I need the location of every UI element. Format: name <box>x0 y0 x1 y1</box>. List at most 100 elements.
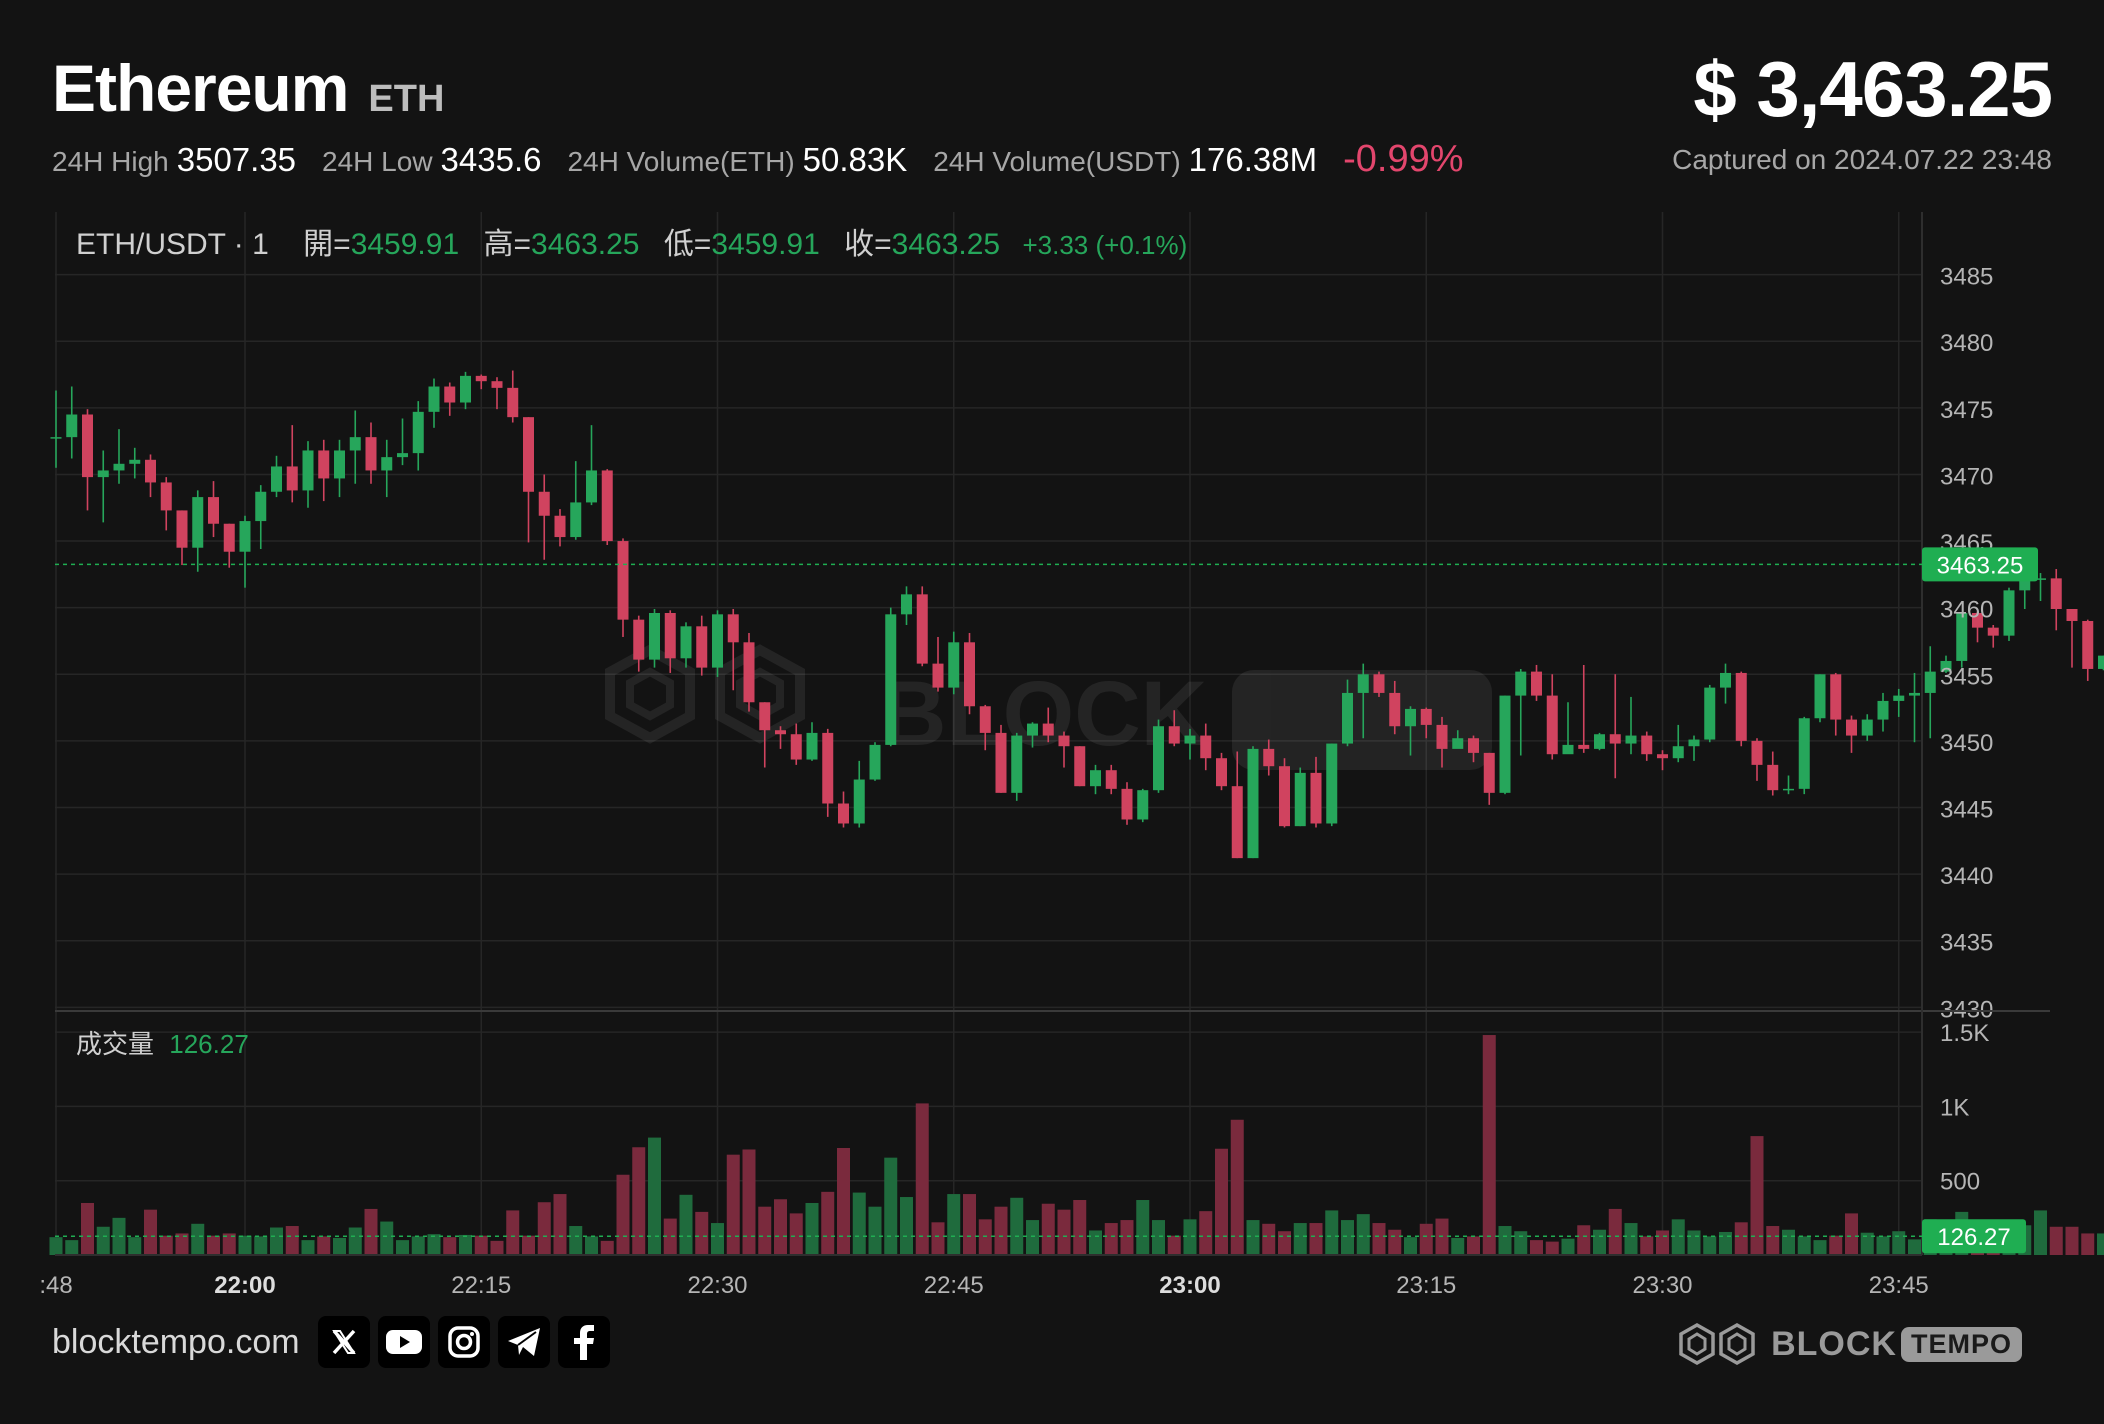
volume-bar <box>1530 1240 1543 1255</box>
volume-bar <box>1104 1223 1118 1255</box>
candle-body <box>1861 719 1873 736</box>
candle-body <box>2098 655 2104 669</box>
candle-body <box>1735 672 1747 741</box>
volume-bar <box>1215 1148 1228 1255</box>
candle-body <box>570 502 582 538</box>
volume-bar <box>1167 1235 1181 1255</box>
candle-body <box>145 459 156 483</box>
candle-body <box>192 497 204 548</box>
volume-bar <box>711 1223 724 1255</box>
stat-value: 176.38M <box>1188 141 1318 178</box>
youtube-icon[interactable] <box>377 1316 430 1368</box>
x-tick-label: 22:45 <box>924 1272 984 1299</box>
title-row: Ethereum ETH <box>52 50 444 126</box>
y-tick-label: 3480 <box>1940 330 1993 357</box>
y-tick-label: 3475 <box>1940 397 1993 424</box>
candle-body <box>1641 735 1653 755</box>
volume-bar <box>1199 1211 1213 1255</box>
site-link[interactable]: blocktempo.com <box>52 1322 300 1361</box>
candle-body <box>412 411 424 454</box>
volume-bar <box>1671 1219 1685 1255</box>
volume-bar <box>396 1240 409 1255</box>
candle-body <box>712 614 723 668</box>
volume-bar <box>1624 1223 1638 1255</box>
candle-body <box>1420 708 1432 725</box>
volume-bar <box>301 1240 315 1255</box>
candle-body <box>586 470 597 503</box>
volume-bar <box>963 1194 976 1255</box>
candle-body <box>2003 590 2015 636</box>
volume-bar <box>1829 1235 1843 1255</box>
candle-body <box>727 614 739 643</box>
volume-bar <box>2049 1226 2063 1255</box>
candle-body <box>664 612 676 659</box>
x-tick-label: 23:30 <box>1632 1272 1692 1299</box>
candle-body <box>2050 578 2062 610</box>
volume-bar <box>222 1233 236 1255</box>
volume-bar <box>522 1235 535 1255</box>
candle-body <box>82 414 93 478</box>
x-tick-label: 22:15 <box>451 1272 511 1299</box>
volume-bar <box>1908 1239 1921 1255</box>
stat-label: 24H Volume(USDT) <box>933 146 1181 177</box>
volume-bar <box>663 1218 677 1255</box>
legend-close-label: 收= <box>844 228 892 261</box>
candle-body <box>397 453 408 458</box>
candle-body <box>1357 674 1369 693</box>
candle-body <box>1531 671 1542 696</box>
volume-bar <box>348 1227 362 1255</box>
legend-open-label: 開= <box>303 228 351 261</box>
current-price: $ 3,463.25 <box>1693 45 2053 133</box>
candle-body <box>1499 695 1511 793</box>
candle-body <box>50 437 62 439</box>
candle-body <box>318 450 330 479</box>
instagram-icon[interactable] <box>437 1316 490 1368</box>
candle-body <box>1452 738 1464 749</box>
telegram-icon[interactable] <box>497 1316 550 1368</box>
volume-bar <box>695 1211 709 1255</box>
candle-body <box>1373 674 1385 693</box>
volume-bar <box>2034 1210 2047 1255</box>
x-tick-label: 23:45 <box>1869 1272 1929 1299</box>
x-tick-label: 22:30 <box>687 1272 747 1299</box>
volume-bar <box>2065 1226 2079 1255</box>
volume-bars <box>49 1035 2104 1255</box>
volume-bar <box>1262 1223 1276 1255</box>
volume-bar <box>774 1199 787 1255</box>
candle-body <box>176 510 188 548</box>
volume-bar <box>144 1209 157 1255</box>
candle-body <box>822 732 834 804</box>
candle-body <box>1200 735 1212 759</box>
candle-body <box>208 497 219 524</box>
x-tick-label: 23:00 <box>1159 1272 1220 1299</box>
candle-body <box>1672 746 1684 759</box>
candle-body <box>964 642 975 707</box>
volume-bar <box>1026 1220 1039 1255</box>
volume-legend-label: 成交量 <box>76 1029 154 1059</box>
volume-bar <box>537 1202 551 1255</box>
legend-pair: ETH/USDT · 1 <box>76 228 269 261</box>
volume-bar <box>931 1222 945 1255</box>
volume-bar <box>270 1227 283 1255</box>
facebook-icon[interactable] <box>557 1316 610 1368</box>
block-logo-icon <box>605 644 805 744</box>
volume-bar <box>632 1147 646 1255</box>
volume-bar <box>443 1237 457 1255</box>
volume-legend: 成交量 126.27 <box>76 1029 249 1059</box>
volume-bar <box>947 1194 961 1255</box>
volume-bar <box>1482 1035 1496 1255</box>
volume-bar <box>1467 1236 1480 1255</box>
candle-body <box>1074 746 1086 787</box>
stat-label: 24H Volume(ETH) <box>567 146 795 177</box>
volume-bar <box>679 1194 693 1255</box>
candle-body <box>1546 695 1558 755</box>
x-icon[interactable] <box>317 1316 370 1368</box>
y-tick-label: 3445 <box>1940 797 1993 824</box>
volume-bar <box>1356 1214 1370 1255</box>
volume-bar <box>1073 1200 1087 1255</box>
volume-bar <box>411 1236 425 1255</box>
candle-body <box>381 457 393 471</box>
candle-body <box>507 387 519 418</box>
candle-body <box>271 466 282 492</box>
